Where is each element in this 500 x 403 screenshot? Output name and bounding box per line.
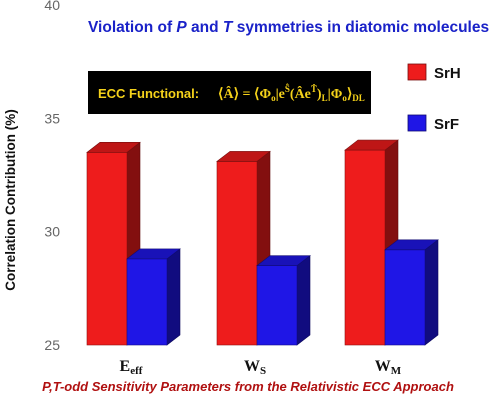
y-tick-label: 40 bbox=[44, 0, 60, 13]
category-label: WM bbox=[375, 358, 402, 377]
bar-top bbox=[126, 248, 181, 260]
bar-top bbox=[86, 142, 141, 153]
bar-srf-2 bbox=[384, 239, 439, 346]
chart-title: Violation of P and T symmetries in diato… bbox=[88, 19, 489, 36]
legend-swatch-srh bbox=[407, 63, 427, 81]
bar-top bbox=[216, 151, 271, 162]
bar-side bbox=[296, 255, 311, 346]
y-tick-label: 35 bbox=[44, 110, 60, 126]
bar-front bbox=[216, 161, 258, 346]
bar-front bbox=[384, 249, 426, 346]
legend-label-srh: SrH bbox=[434, 65, 461, 82]
chart-subtitle: P,T-odd Sensitivity Parameters from the … bbox=[42, 379, 454, 394]
category-label: WS bbox=[244, 358, 266, 377]
bar-side bbox=[166, 248, 181, 346]
annotation-formula: ⟨Â⟩ = ⟨Φo|eŜ(ÂeT̂)L|Φo⟩DL bbox=[218, 84, 365, 103]
bar-top bbox=[256, 255, 311, 266]
bar-side bbox=[424, 239, 439, 346]
y-axis-label: Correlation Contribution (%) bbox=[3, 109, 18, 290]
category-label: Eeff bbox=[120, 358, 143, 377]
bar-top bbox=[384, 239, 439, 251]
legend: SrH SrF bbox=[407, 63, 461, 133]
y-tick-labels: 25 30 35 40 bbox=[44, 0, 60, 353]
category-labels: Eeff WS WM bbox=[120, 358, 402, 377]
bar-top bbox=[344, 139, 399, 151]
legend-label-srf: SrF bbox=[434, 116, 459, 133]
legend-swatch-srf bbox=[407, 114, 427, 132]
y-tick-label: 30 bbox=[44, 224, 60, 240]
annotation-background bbox=[88, 71, 371, 114]
annotation-label: ECC Functional: bbox=[98, 86, 199, 101]
bar-srf-0 bbox=[126, 248, 181, 346]
bar-front bbox=[126, 258, 168, 346]
bar-front bbox=[256, 265, 298, 346]
ecc-functional-box: ECC Functional: ⟨Â⟩ = ⟨Φo|eŜ(ÂeT̂)L|Φo⟩D… bbox=[88, 71, 371, 114]
bars bbox=[86, 139, 439, 346]
y-tick-label: 25 bbox=[44, 337, 60, 353]
bar-srf-1 bbox=[256, 255, 311, 346]
bar-front bbox=[344, 149, 386, 346]
bar-front bbox=[86, 152, 128, 346]
